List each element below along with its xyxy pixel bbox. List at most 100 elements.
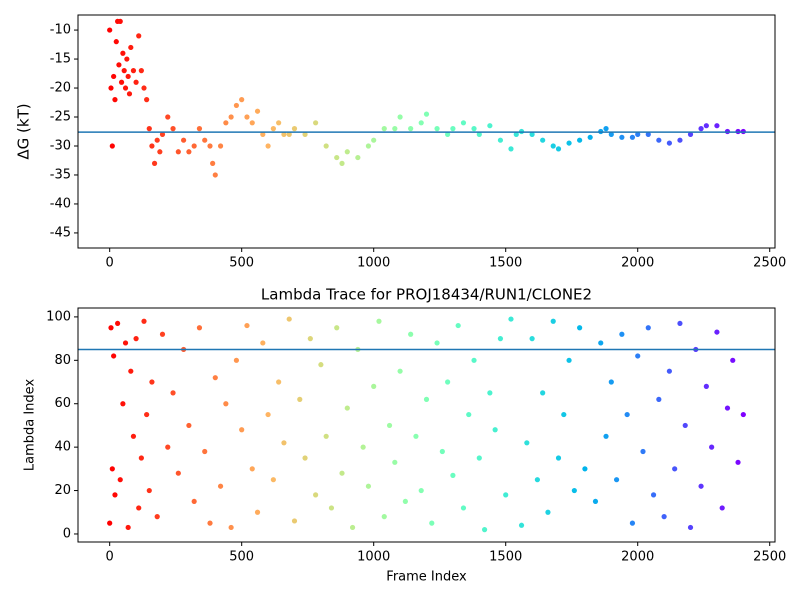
point bbox=[318, 362, 324, 368]
point bbox=[138, 68, 144, 74]
point bbox=[186, 149, 192, 155]
point bbox=[307, 336, 313, 342]
point bbox=[159, 131, 166, 137]
point bbox=[109, 466, 115, 472]
point bbox=[249, 120, 255, 126]
point bbox=[223, 401, 229, 407]
point bbox=[571, 487, 577, 494]
point bbox=[719, 505, 725, 511]
x-tick-label: 0 bbox=[106, 550, 114, 565]
y-tick-label: 100 bbox=[46, 309, 71, 324]
point bbox=[217, 143, 224, 149]
point bbox=[233, 357, 240, 363]
point bbox=[286, 316, 292, 322]
point bbox=[125, 524, 131, 531]
point bbox=[376, 318, 382, 324]
point bbox=[386, 422, 393, 429]
point bbox=[217, 483, 224, 489]
point bbox=[265, 143, 271, 149]
point bbox=[297, 396, 303, 402]
point bbox=[116, 62, 122, 68]
point bbox=[434, 340, 440, 346]
point bbox=[328, 505, 335, 511]
point bbox=[291, 518, 298, 524]
point bbox=[126, 91, 133, 97]
y-axis-label: Lambda Index bbox=[23, 379, 38, 472]
point bbox=[629, 134, 636, 140]
x-tick-label: 500 bbox=[229, 256, 254, 271]
point bbox=[439, 448, 445, 455]
point bbox=[566, 140, 572, 146]
point bbox=[434, 126, 440, 132]
point bbox=[619, 134, 625, 140]
point bbox=[397, 368, 403, 374]
point bbox=[108, 325, 114, 331]
point bbox=[244, 322, 250, 329]
point bbox=[666, 368, 672, 374]
point bbox=[476, 131, 482, 137]
point bbox=[645, 325, 651, 331]
point bbox=[144, 411, 150, 418]
point bbox=[113, 39, 119, 45]
point bbox=[518, 522, 525, 528]
point bbox=[313, 120, 319, 126]
y-tick-label: -30 bbox=[50, 138, 71, 153]
point bbox=[122, 340, 129, 346]
point bbox=[146, 126, 152, 132]
point bbox=[698, 126, 704, 132]
point bbox=[254, 509, 261, 515]
point bbox=[603, 433, 609, 439]
point bbox=[146, 487, 152, 494]
y-tick-label: 20 bbox=[54, 483, 71, 498]
point bbox=[138, 455, 144, 461]
point bbox=[566, 357, 572, 363]
point bbox=[130, 433, 137, 439]
point bbox=[302, 131, 308, 137]
x-tick-label: 1000 bbox=[357, 550, 390, 565]
point bbox=[677, 320, 683, 327]
point bbox=[550, 318, 556, 324]
point bbox=[186, 422, 192, 429]
point bbox=[540, 390, 546, 396]
point bbox=[239, 97, 245, 103]
point bbox=[529, 336, 535, 342]
point bbox=[112, 97, 118, 103]
point bbox=[339, 160, 345, 166]
point bbox=[202, 448, 208, 455]
point bbox=[666, 140, 672, 146]
point bbox=[561, 411, 567, 418]
y-tick-label: -40 bbox=[50, 196, 71, 211]
point bbox=[109, 143, 115, 149]
point bbox=[672, 466, 678, 472]
point bbox=[159, 331, 166, 337]
point bbox=[323, 433, 329, 439]
plot-frame bbox=[77, 14, 776, 249]
y-tick-label: 80 bbox=[54, 353, 71, 368]
point bbox=[136, 505, 142, 511]
point bbox=[355, 154, 361, 161]
x-tick-label: 2500 bbox=[753, 550, 786, 565]
point bbox=[524, 440, 530, 446]
point bbox=[487, 390, 493, 396]
point bbox=[154, 514, 160, 520]
point bbox=[392, 126, 398, 132]
point bbox=[635, 131, 641, 137]
point bbox=[714, 123, 720, 129]
point bbox=[392, 459, 398, 465]
point bbox=[445, 131, 451, 137]
point bbox=[281, 131, 287, 137]
y-tick-label: -45 bbox=[50, 225, 71, 240]
point bbox=[339, 470, 345, 476]
point bbox=[545, 509, 551, 515]
point bbox=[550, 143, 556, 149]
point bbox=[529, 131, 535, 137]
point bbox=[687, 524, 694, 531]
x-tick-label: 1500 bbox=[489, 550, 522, 565]
point bbox=[118, 79, 125, 85]
point bbox=[149, 379, 155, 385]
y-axis-label: ΔG (kT) bbox=[15, 103, 33, 159]
y-tick-label: -10 bbox=[50, 23, 71, 38]
point bbox=[270, 126, 276, 132]
point bbox=[592, 498, 599, 505]
point bbox=[244, 114, 250, 120]
